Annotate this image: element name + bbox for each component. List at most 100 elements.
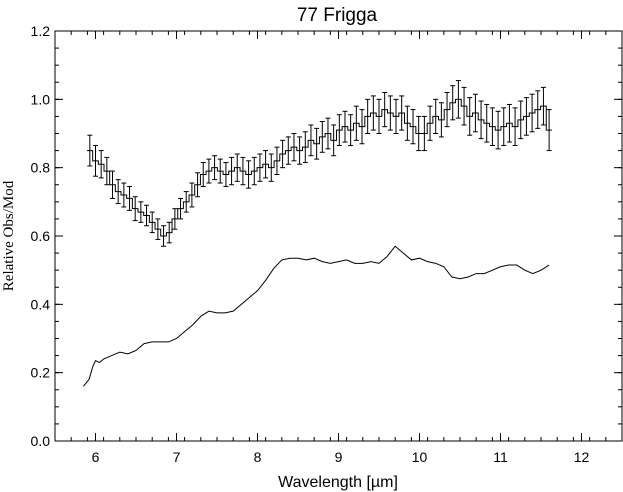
error-bar (223, 162, 229, 187)
error-bar (387, 95, 393, 131)
x-tick-label: 12 (574, 449, 590, 465)
error-bar (518, 100, 524, 140)
x-tick-label: 6 (92, 449, 100, 465)
error-bar (336, 114, 342, 146)
error-bar (297, 136, 303, 165)
error-bar (438, 102, 444, 138)
y-tick-label: 0.4 (31, 296, 51, 312)
axis-tick-labels: 6 7 8 9 10 11 12 0.0 0.2 0.4 0.6 0.8 1.0 1.2 (31, 23, 590, 465)
error-bar (189, 182, 195, 208)
error-bar (104, 156, 110, 186)
error-bar (495, 110, 501, 150)
series-layer (82, 80, 552, 387)
y-tick-label: 0.6 (31, 228, 51, 244)
series-obs-mod-step-line (86, 98, 552, 237)
error-bar (251, 156, 257, 186)
error-bar (501, 107, 507, 146)
error-bar (110, 170, 116, 199)
y-tick-label: 1.2 (31, 23, 51, 39)
error-bar (506, 103, 512, 143)
error-bar (229, 156, 235, 186)
y-tick-label: 1.0 (31, 91, 51, 107)
error-bar (489, 107, 495, 146)
error-bar (172, 208, 178, 230)
error-bar (87, 134, 93, 167)
error-bar (433, 98, 439, 134)
error-bar (523, 97, 529, 136)
error-bar (331, 124, 337, 157)
error-bar (138, 201, 144, 223)
x-tick-label: 11 (493, 449, 508, 465)
error-bar (127, 185, 133, 211)
error-bar (246, 160, 252, 189)
series-lower-line (82, 245, 550, 387)
error-bar (546, 109, 552, 152)
error-bar (263, 150, 269, 179)
error-bar (472, 93, 478, 133)
error-bar (240, 156, 246, 186)
error-bar (98, 150, 104, 179)
axis-ticks (54, 30, 622, 442)
error-bar (161, 225, 167, 247)
error-bar (217, 158, 223, 184)
error-bar (404, 105, 410, 141)
error-bar (342, 110, 348, 143)
error-bar (382, 92, 388, 128)
error-bar (467, 97, 473, 136)
error-bar (291, 133, 297, 162)
error-bar (200, 162, 206, 187)
error-bar (274, 146, 280, 175)
y-tick-label: 0.0 (31, 433, 51, 449)
error-bar (540, 86, 546, 126)
error-bar (529, 93, 535, 133)
error-bar (319, 121, 325, 153)
error-bar (421, 115, 427, 152)
error-bar (359, 109, 365, 145)
error-bar (234, 153, 240, 182)
x-tick-label: 9 (335, 449, 343, 465)
error-bar (370, 95, 376, 131)
error-bar (257, 153, 263, 182)
error-bar (121, 182, 127, 208)
error-bar (376, 98, 382, 134)
x-tick-label: 7 (173, 449, 181, 465)
x-tick-label: 8 (254, 449, 262, 465)
error-bar (206, 158, 212, 184)
error-bar (268, 153, 274, 182)
y-axis-label: Relative Obs/Mod (1, 180, 17, 291)
error-bar (325, 117, 331, 150)
error-bar (427, 105, 433, 141)
error-bar (393, 98, 399, 134)
error-bar (512, 107, 518, 146)
error-bar (144, 204, 150, 227)
error-bar (132, 196, 138, 222)
x-tick-label: 10 (412, 449, 428, 465)
plot-frame (54, 30, 623, 442)
error-bar (461, 86, 467, 126)
error-bar (455, 80, 461, 119)
error-bar (166, 221, 172, 244)
error-bar (410, 109, 416, 145)
error-bar (314, 127, 320, 160)
error-bar (308, 124, 314, 157)
x-axis-label: Wavelength [µm] (278, 474, 398, 491)
error-bar (93, 144, 98, 177)
error-bar (478, 100, 484, 140)
error-bar (416, 115, 422, 152)
y-tick-label: 0.2 (31, 365, 51, 381)
error-bar (353, 105, 359, 141)
error-bar (348, 114, 354, 146)
error-bar (115, 179, 121, 205)
error-bar (178, 197, 184, 220)
error-bar (195, 172, 201, 198)
error-bar (149, 211, 155, 234)
y-tick-label: 0.8 (31, 160, 51, 176)
error-bar (155, 218, 161, 240)
error-bar (535, 90, 541, 129)
error-bar (484, 103, 490, 143)
error-bar (212, 155, 218, 181)
error-bar (302, 131, 308, 164)
error-bar (183, 191, 189, 213)
